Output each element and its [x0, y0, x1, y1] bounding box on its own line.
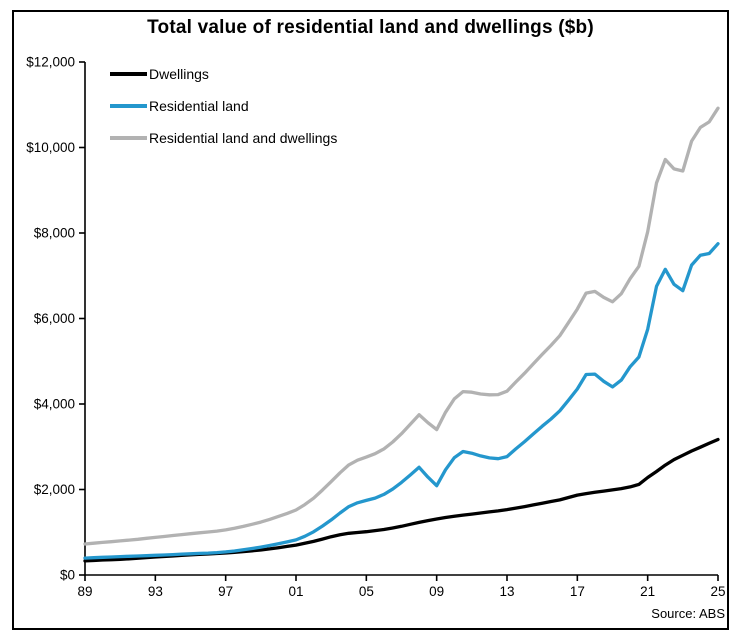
legend-item-residential-land-and-dwellings: Residential land and dwellings: [110, 128, 337, 148]
svg-text:17: 17: [570, 584, 585, 599]
svg-text:$6,000: $6,000: [34, 311, 75, 326]
svg-text:05: 05: [359, 584, 374, 599]
svg-text:$12,000: $12,000: [26, 55, 75, 70]
svg-text:$2,000: $2,000: [34, 482, 75, 497]
svg-text:97: 97: [218, 584, 233, 599]
legend-label-residential-land-and-dwellings: Residential land and dwellings: [149, 130, 338, 146]
residential-land-and-dwellings-line-swatch: [110, 136, 147, 140]
legend-label-dwellings: Dwellings: [149, 66, 209, 82]
svg-text:21: 21: [640, 584, 655, 599]
source-note: Source: ABS: [651, 606, 725, 621]
svg-text:13: 13: [499, 584, 514, 599]
svg-text:$0: $0: [60, 568, 75, 583]
legend-item-dwellings: Dwellings: [110, 64, 337, 84]
chart-title: Total value of residential land and dwel…: [147, 17, 594, 38]
legend-label-residential-land: Residential land: [149, 98, 249, 114]
svg-text:09: 09: [429, 584, 444, 599]
legend-item-residential-land: Residential land: [110, 96, 337, 116]
svg-text:89: 89: [77, 584, 92, 599]
svg-text:$10,000: $10,000: [26, 140, 75, 155]
chart-legend: Dwellings Residential land Residential l…: [110, 64, 337, 160]
svg-text:25: 25: [710, 584, 725, 599]
svg-text:$4,000: $4,000: [34, 397, 75, 412]
svg-text:01: 01: [288, 584, 303, 599]
svg-text:93: 93: [148, 584, 163, 599]
residential-land-line-swatch: [110, 104, 147, 108]
chart-frame: [12, 10, 729, 630]
svg-text:$8,000: $8,000: [34, 226, 75, 241]
dwellings-line-swatch: [110, 72, 147, 76]
